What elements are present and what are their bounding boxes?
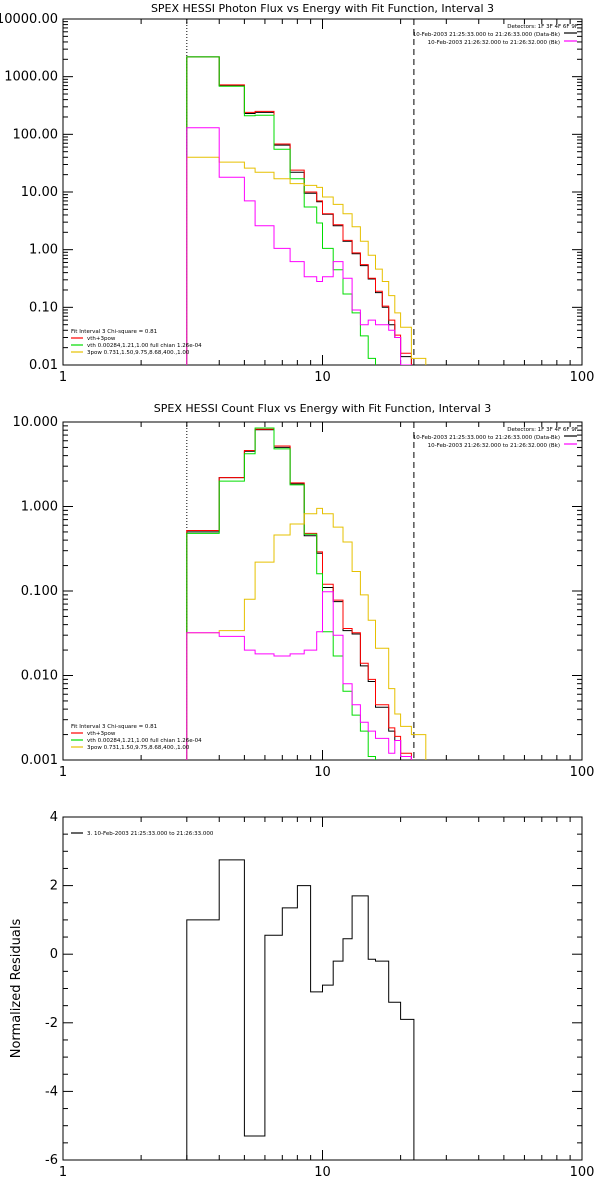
count-flux-panel: SPEX HESSI Count Flux vs Energy with Fit…: [13, 402, 595, 780]
y-tick-label: 10.00: [21, 185, 58, 200]
y-tick-label: 10.000: [13, 415, 59, 430]
y-tick-label: 0.001: [21, 753, 58, 768]
y-axis-label: Normalized Residuals: [9, 919, 24, 1059]
y-tick-label: 0.100: [21, 584, 58, 599]
y-tick-label: 1.000: [21, 500, 58, 515]
y-tick-label: 1000.00: [4, 70, 58, 85]
series-line-4: [186, 127, 412, 365]
series-line-2: [186, 427, 376, 760]
x-tick-label: 10: [314, 765, 331, 780]
plot-area: [186, 19, 427, 365]
series-line-0: [186, 859, 415, 1160]
series-line-4: [186, 591, 412, 760]
y-tick-label: 0.10: [29, 300, 58, 315]
y-tick-label: 10000.00: [0, 12, 58, 27]
header-text: Detectors: 1F 3F 4F 6F 9F: [507, 24, 578, 30]
residuals-panel: 1 10 100 -6 -4 -2 0 2 4 Normalized Residuals 3. 10…: [9, 810, 594, 1180]
chart-title: SPEX HESSI Count Flux vs Energy with Fit…: [154, 402, 491, 415]
series-line-0: [186, 56, 412, 365]
x-tick-label: 1: [59, 370, 67, 385]
x-tick-label: 100: [570, 370, 595, 385]
plot-area: [186, 859, 415, 1160]
x-tick-label: 1: [59, 765, 67, 780]
photon-flux-panel: SPEX HESSI Photon Flux vs Energy with Fi…: [0, 2, 594, 385]
x-tick-label: 100: [570, 765, 595, 780]
legend-label: vth 0.00284,1.21,1.00 full chian 1.26e-0…: [87, 343, 202, 349]
header-text: 10-Feb-2003 21:25:33.000 to 21:26:33.000…: [413, 32, 560, 38]
y-tick-label: -4: [45, 1084, 58, 1099]
legend-label: 3pow 0.731,1.50,9.75,8.68,400.,1.00: [87, 350, 190, 356]
y-tick-label: 4: [50, 810, 58, 825]
series-line-3: [186, 156, 427, 365]
x-tick-label: 100: [570, 1165, 595, 1180]
legend-label: vth+3pow: [87, 731, 116, 737]
plot-area: [186, 422, 427, 760]
x-tick-label: 1: [59, 1165, 67, 1180]
legend-label: vth+3pow: [87, 336, 116, 342]
y-tick-label: 0: [50, 947, 58, 962]
legend-label: 3. 10-Feb-2003 21:25:33.000 to 21:26:33.…: [87, 831, 214, 837]
x-tick-label: 10: [314, 370, 331, 385]
y-tick-label: 1.00: [29, 243, 58, 258]
series-line-1: [186, 428, 412, 760]
y-tick-label: -6: [45, 1153, 58, 1168]
legend-title: Fit Interval 3 Chi-square = 0.81: [71, 724, 157, 730]
header-text: 10-Feb-2003 21:26:32.000 to 21:26:32.000…: [428, 443, 560, 449]
x-tick-label: 10: [314, 1165, 331, 1180]
y-tick-label: -2: [45, 1016, 58, 1031]
series-line-1: [186, 56, 412, 365]
y-tick-label: 100.00: [13, 127, 59, 142]
header-text: Detectors: 1F 3F 4F 6F 9F: [507, 427, 578, 433]
y-tick-label: 0.010: [21, 669, 58, 684]
header-text: 10-Feb-2003 21:26:32.000 to 21:26:32.000…: [428, 40, 560, 46]
series-line-0: [186, 429, 412, 760]
series-line-3: [186, 507, 427, 760]
legend-label: vth 0.00284,1.21,1.00 full chian 1.26e-0…: [87, 738, 202, 744]
y-tick-label: 2: [50, 879, 58, 894]
y-tick-label: 0.01: [29, 358, 58, 373]
legend-label: 3pow 0.731,1.50,9.75,8.68,400.,1.00: [87, 745, 190, 751]
series-line-2: [186, 56, 376, 365]
header-text: 10-Feb-2003 21:25:33.000 to 21:26:33.000…: [413, 435, 560, 441]
chart-title: SPEX HESSI Photon Flux vs Energy with Fi…: [151, 2, 494, 15]
legend-title: Fit Interval 3 Chi-square = 0.81: [71, 329, 157, 335]
